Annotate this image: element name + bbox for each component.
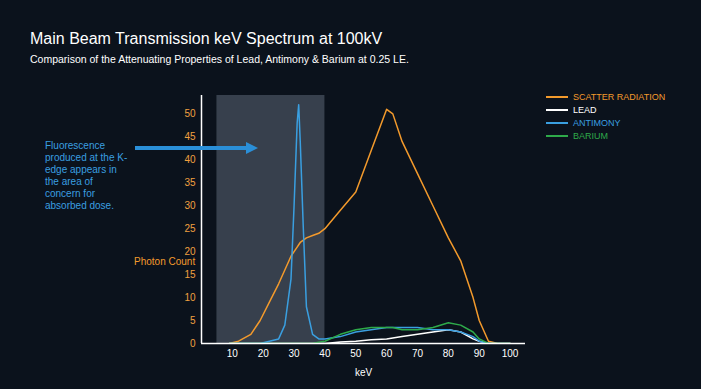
svg-text:20: 20 (184, 246, 196, 257)
svg-text:0: 0 (190, 338, 196, 349)
svg-text:80: 80 (443, 348, 455, 359)
html-text:LEAD: LEAD (573, 104, 597, 115)
svg-text:10: 10 (227, 348, 239, 359)
html-text:SCATTER RADIATION: SCATTER RADIATION (573, 91, 666, 102)
svg-text:15: 15 (184, 269, 196, 280)
html-text:Fluorescence produced at the K: Fluorescence produced at the K-edge appe… (45, 140, 128, 211)
svg-text:25: 25 (184, 223, 196, 234)
svg-text:60: 60 (381, 348, 393, 359)
svg-text:20: 20 (258, 348, 270, 359)
svg-text:35: 35 (184, 177, 196, 188)
svg-text:40: 40 (319, 348, 331, 359)
svg-text:50: 50 (184, 108, 196, 119)
svg-text:5: 5 (190, 315, 196, 326)
html-text:Comparison of the Attenuating: Comparison of the Attenuating Properties… (30, 53, 409, 65)
svg-text:100: 100 (502, 348, 519, 359)
svg-text:10: 10 (184, 292, 196, 303)
svg-text:50: 50 (350, 348, 362, 359)
svg-text:90: 90 (474, 348, 486, 359)
svg-text:45: 45 (184, 131, 196, 142)
svg-text:keV: keV (355, 367, 373, 378)
html-text:ANTIMONY: ANTIMONY (573, 117, 621, 128)
svg-text:70: 70 (412, 348, 424, 359)
svg-text:40: 40 (184, 154, 196, 165)
html-text:Main Beam Transmission keV Spe: Main Beam Transmission keV Spectrum at 1… (30, 30, 383, 47)
html-text:BARIUM: BARIUM (573, 130, 608, 141)
svg-text:30: 30 (184, 200, 196, 211)
html-text:Photon Count: Photon Count (134, 256, 196, 267)
svg-text:30: 30 (289, 348, 301, 359)
